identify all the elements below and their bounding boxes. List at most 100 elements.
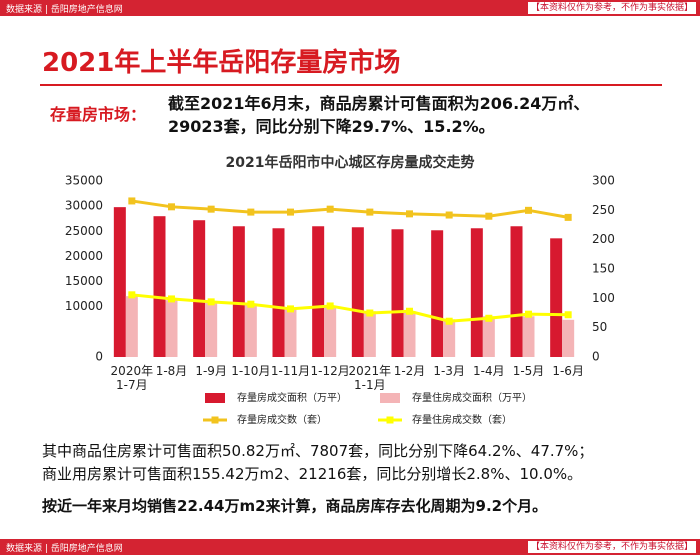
marker [326, 302, 334, 310]
bar [113, 207, 126, 357]
legend-swatch [386, 416, 394, 424]
y-tick-label: 20000 [65, 249, 103, 263]
marker [564, 213, 572, 221]
line [131, 199, 569, 219]
x-tick-label: 1-8月 [155, 364, 188, 378]
bar [391, 229, 404, 357]
legend-label: 存量房成交面积（万平） [237, 391, 347, 404]
x-tick-label: 2021年1-1月 [348, 364, 392, 392]
y2-tick-label: 0 [592, 350, 600, 364]
x-tick-label: 1-10月 [231, 364, 271, 378]
marker [207, 298, 215, 306]
x-tick-label: 2020年1-7月 [110, 364, 154, 392]
bar [443, 319, 456, 357]
bar [510, 226, 523, 357]
marker [128, 197, 136, 205]
intro-line: 截至2021年6月末，商品房累计可售面积为206.24万㎡、 [168, 94, 590, 113]
marker [168, 295, 175, 303]
marker [485, 314, 493, 322]
legend-label: 存量住房成交数（套） [412, 413, 512, 426]
marker [406, 307, 413, 315]
bar [153, 216, 166, 357]
bar [522, 316, 535, 357]
bar [562, 319, 575, 357]
source: 数据来源 | 岳阳房地产信息网 [6, 5, 123, 15]
marker [247, 300, 255, 308]
disclaimer: 【本资料仅作为参考，不作为事实依据】 [527, 541, 696, 553]
y-tick-label: 15000 [65, 274, 103, 288]
bar [363, 311, 376, 357]
bar [482, 316, 495, 357]
marker [485, 212, 493, 220]
marker [207, 205, 215, 213]
legend-label: 存量房成交数（套） [237, 413, 327, 426]
marker [287, 305, 294, 313]
y2-tick-label: 200 [592, 232, 615, 246]
legend-swatch [380, 393, 400, 403]
source: 数据来源 | 岳阳房地产信息网 [6, 544, 123, 554]
bar [284, 308, 297, 357]
top-band: 数据来源 | 岳阳房地产信息网 【本资料仅作为参考，不作为事实依据】 [0, 0, 700, 16]
paragraph: 按近一年来月均销售22.44万m2来计算，商品房库存去化周期为9.2个月。 [42, 497, 548, 515]
bar [312, 226, 325, 357]
y-tick-label: 35000 [65, 174, 103, 188]
marker [128, 291, 136, 299]
y-tick-label: 10000 [65, 299, 103, 313]
bar [244, 305, 257, 357]
bar [431, 230, 444, 357]
y2-tick-label: 100 [592, 291, 615, 305]
y2-tick-label: 50 [592, 320, 607, 334]
marker [326, 205, 334, 213]
bar [232, 226, 245, 357]
bar [470, 228, 483, 357]
legend-swatch [205, 393, 225, 403]
marker [168, 203, 175, 211]
y-tick-label: 30000 [65, 199, 103, 213]
x-tick-label: 1-5月 [512, 364, 545, 378]
x-tick-label: 1-9月 [195, 364, 227, 378]
bar [272, 228, 285, 357]
bar [351, 227, 364, 357]
bar [125, 296, 138, 357]
page-title: 2021年上半年岳阳存量房市场 [42, 48, 401, 78]
intro-line: 29023套，同比分别下降29.7%、15.2%。 [168, 117, 495, 136]
disclaimer: 【本资料仅作为参考，不作为事实依据】 [527, 2, 696, 14]
y2-tick-label: 250 [592, 203, 615, 217]
marker [366, 208, 374, 216]
bottom-band: 数据来源 | 岳阳房地产信息网 【本资料仅作为参考，不作为事实依据】 [0, 539, 700, 555]
marker [445, 317, 453, 325]
x-tick-label: 1-2月 [393, 364, 426, 378]
marker [366, 309, 374, 317]
x-tick-label: 1-4月 [473, 364, 505, 378]
marker [564, 311, 572, 319]
x-tick-label: 1-6月 [552, 364, 584, 378]
intro-lead: 存量房市场： [50, 105, 147, 124]
bar [193, 220, 206, 357]
marker [445, 211, 453, 219]
chart-title: 2021年岳阳市中心城区存房量成交走势 [226, 154, 475, 171]
x-tick-label: 1-12月 [310, 364, 350, 378]
y2-tick-label: 150 [592, 262, 615, 276]
y2-tick-label: 300 [592, 174, 615, 188]
bar [324, 307, 337, 357]
line [131, 293, 569, 323]
bar [403, 311, 416, 357]
marker [525, 206, 532, 214]
paragraph: 商业用房累计可售面积155.42万m2、21216套，同比分别增长2.8%、10… [42, 465, 583, 483]
intro: 截至2021年6月末，商品房累计可售面积为206.24万㎡、 29023套，同比… [168, 92, 589, 138]
bar [165, 300, 178, 357]
legend-swatch [211, 416, 219, 424]
marker [525, 310, 532, 318]
paragraph: 其中商品住房累计可售面积50.82万㎡、7807套，同比分别下降64.2%、47… [42, 442, 594, 460]
x-tick-label: 1-3月 [433, 364, 465, 378]
marker [406, 210, 413, 218]
x-tick-label: 1-11月 [270, 364, 311, 378]
bar [205, 302, 218, 357]
bar [550, 238, 563, 357]
legend-label: 存量住房成交面积（万平） [412, 391, 532, 404]
marker [247, 208, 255, 216]
y-tick-label: 25000 [65, 224, 103, 238]
marker [287, 208, 294, 216]
